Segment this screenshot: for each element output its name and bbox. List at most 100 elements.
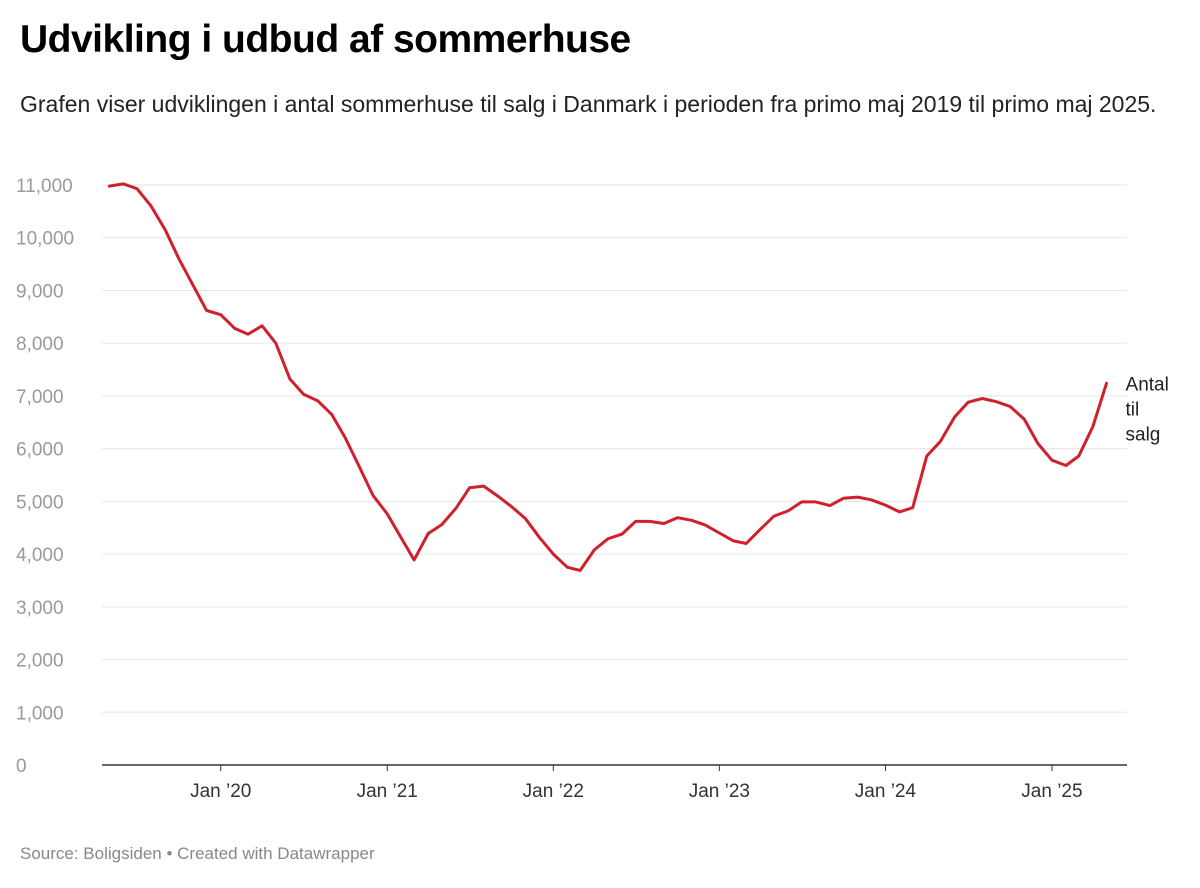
- data-point: [372, 494, 375, 497]
- data-point: [662, 522, 665, 525]
- data-point: [690, 519, 693, 522]
- chart-title: Udvikling i udbud af sommerhuse: [20, 18, 631, 61]
- data-point: [177, 257, 180, 260]
- data-point: [898, 510, 901, 513]
- y-tick-label: 6,000: [16, 440, 64, 461]
- y-tick-label: 10,000: [16, 229, 74, 250]
- data-point: [772, 515, 775, 518]
- data-point: [800, 500, 803, 503]
- data-point: [732, 539, 735, 542]
- chart-subtitle: Grafen viser udviklingen i antal sommerh…: [20, 91, 1157, 117]
- data-point: [136, 187, 139, 190]
- data-point: [330, 413, 333, 416]
- data-point: [482, 485, 485, 488]
- data-point: [842, 497, 845, 500]
- data-point: [814, 500, 817, 503]
- data-point: [510, 505, 513, 508]
- data-point: [884, 504, 887, 507]
- gridlines: [102, 184, 1127, 713]
- series-label-line: til: [1126, 399, 1140, 420]
- data-point: [704, 524, 707, 527]
- data-point: [995, 400, 998, 403]
- data-point: [288, 378, 291, 381]
- y-tick-label: 11,000: [16, 176, 73, 197]
- x-tick-label: Jan ’21: [357, 781, 418, 802]
- x-tick-label: Jan ’23: [689, 781, 750, 802]
- data-point: [648, 520, 651, 523]
- data-point: [579, 569, 582, 572]
- data-point: [828, 504, 831, 507]
- data-point: [427, 532, 430, 535]
- data-point: [440, 523, 443, 526]
- data-point: [593, 548, 596, 551]
- data-point: [261, 324, 264, 327]
- data-point: [925, 455, 928, 458]
- data-point: [205, 309, 208, 312]
- data-point: [302, 393, 305, 396]
- y-tick-label: 1,000: [16, 703, 64, 724]
- data-point: [911, 506, 914, 509]
- series-line-0: [107, 182, 1108, 572]
- y-tick-label: 2,000: [16, 651, 64, 672]
- data-point: [566, 566, 569, 569]
- data-point: [496, 495, 499, 498]
- data-point: [233, 327, 236, 330]
- y-tick-label: 5,000: [16, 492, 64, 513]
- data-point: [150, 205, 153, 208]
- data-point: [538, 536, 541, 539]
- data-point: [552, 553, 555, 556]
- data-point: [191, 284, 194, 287]
- data-point: [1036, 442, 1039, 445]
- data-point: [247, 333, 250, 336]
- x-axis: Jan ’20 Jan ’21 Jan ’22 Jan ’23 Jan ’24 Jan ’…: [102, 764, 1127, 802]
- data-point: [787, 509, 790, 512]
- data-point: [1023, 418, 1026, 421]
- data-point: [718, 532, 721, 535]
- y-tick-label: 0: [16, 756, 27, 777]
- series-label-line: Antal: [1126, 374, 1169, 395]
- x-tick-label: Jan ’25: [1021, 781, 1082, 802]
- data-point: [1065, 464, 1068, 467]
- y-tick-label: 9,000: [16, 281, 64, 302]
- data-point: [676, 516, 679, 519]
- data-point: [274, 342, 277, 345]
- source-note: Source: Boligsiden • Created with Datawr…: [20, 844, 375, 863]
- y-tick-label: 4,000: [16, 545, 64, 566]
- y-tick-label: 3,000: [16, 598, 64, 619]
- data-point: [219, 313, 222, 316]
- series-label-group: Antal til salg: [1126, 374, 1169, 445]
- data-point: [759, 528, 762, 531]
- data-point: [122, 182, 125, 185]
- data-point: [400, 537, 403, 540]
- x-tick-label: Jan ’22: [523, 781, 584, 802]
- data-point: [1105, 382, 1108, 385]
- series-label-line: salg: [1126, 424, 1161, 445]
- data-point: [1050, 459, 1053, 462]
- y-tick-label: 7,000: [16, 387, 64, 408]
- data-point: [524, 517, 527, 520]
- data-point: [870, 498, 873, 501]
- data-point: [108, 185, 111, 188]
- data-point: [939, 440, 942, 443]
- data-point: [164, 228, 167, 231]
- data-point: [358, 466, 361, 469]
- data-point: [606, 537, 609, 540]
- x-tick-label: Jan ’24: [855, 781, 917, 802]
- data-point: [316, 399, 319, 402]
- data-point: [953, 416, 956, 419]
- data-point: [1091, 425, 1094, 428]
- data-point: [454, 507, 457, 510]
- y-tick-label: 8,000: [16, 334, 64, 355]
- data-point: [386, 513, 389, 516]
- data-point: [1009, 405, 1012, 408]
- x-tick-label: Jan ’20: [190, 781, 251, 802]
- data-point: [856, 496, 859, 499]
- data-point: [967, 401, 970, 404]
- y-axis-tick-labels: 0 1,000 2,000 3,000 4,000 5,000 6,000 7,000 8,00…: [16, 176, 74, 777]
- series-layer: [107, 182, 1108, 572]
- data-point: [634, 520, 637, 523]
- data-point: [344, 437, 347, 440]
- data-point: [468, 486, 471, 489]
